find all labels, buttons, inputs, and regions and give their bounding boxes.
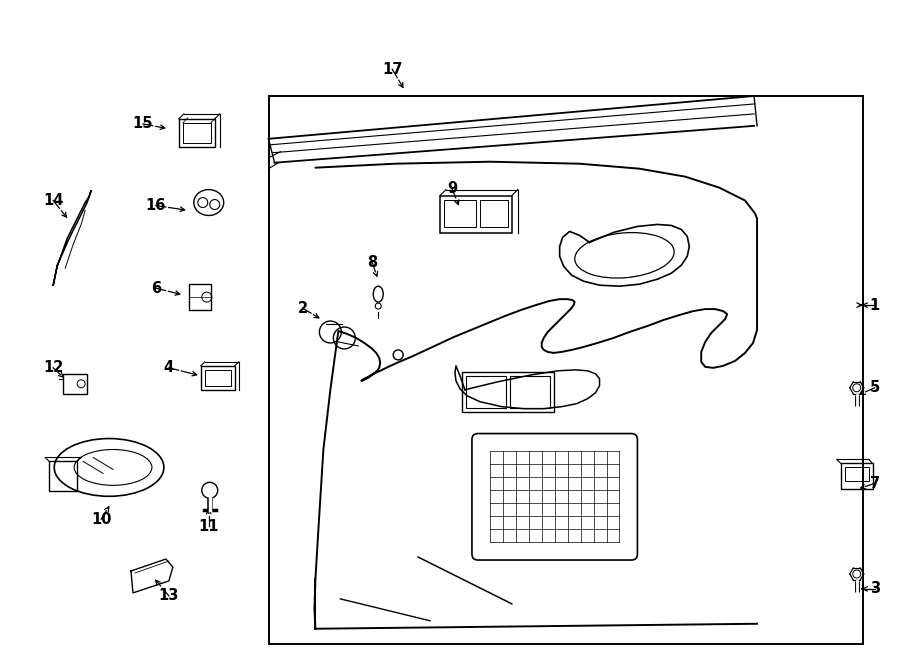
Text: 8: 8 <box>367 254 377 270</box>
Bar <box>179 119 215 147</box>
Bar <box>205 370 230 386</box>
Text: 5: 5 <box>869 380 880 395</box>
Bar <box>50 461 77 491</box>
Bar <box>480 200 508 227</box>
Bar <box>189 284 211 310</box>
Text: 13: 13 <box>158 588 179 603</box>
Text: 7: 7 <box>869 476 879 491</box>
Text: 16: 16 <box>146 198 166 213</box>
Bar <box>509 376 550 408</box>
Text: 11: 11 <box>199 519 219 533</box>
Bar <box>201 366 235 390</box>
Bar <box>63 374 87 394</box>
Text: 17: 17 <box>382 61 402 77</box>
Text: 9: 9 <box>447 181 457 196</box>
Bar <box>845 467 868 481</box>
Text: 14: 14 <box>43 193 63 208</box>
Text: 2: 2 <box>297 301 308 315</box>
Bar <box>183 123 211 143</box>
Bar <box>268 96 863 644</box>
Bar <box>466 376 506 408</box>
Text: 12: 12 <box>43 360 63 375</box>
Text: 6: 6 <box>151 281 161 295</box>
Bar <box>462 372 554 412</box>
Text: 15: 15 <box>132 116 153 132</box>
Bar <box>440 196 512 233</box>
Text: 1: 1 <box>869 297 880 313</box>
Bar <box>841 463 873 489</box>
Text: 3: 3 <box>869 582 879 596</box>
Text: 10: 10 <box>91 512 112 527</box>
Text: 4: 4 <box>164 360 174 375</box>
Bar <box>444 200 476 227</box>
